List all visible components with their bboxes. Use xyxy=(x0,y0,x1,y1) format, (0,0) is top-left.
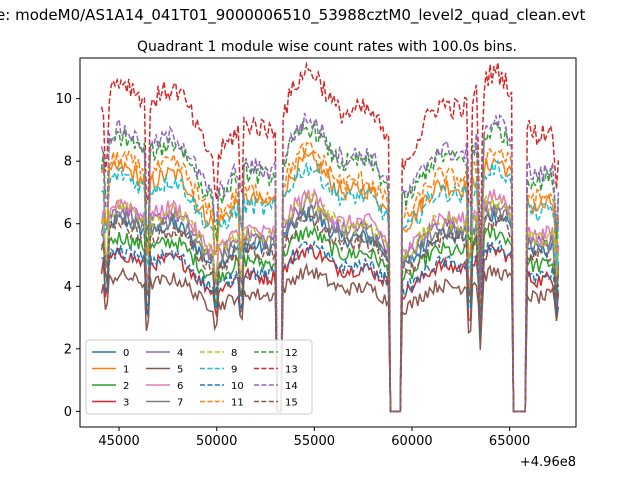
y-tick-label: 4 xyxy=(64,280,72,295)
series-group xyxy=(100,61,560,413)
x-tick-label: 65000 xyxy=(489,434,530,449)
legend-label: 14 xyxy=(285,381,298,392)
legend-label: 5 xyxy=(177,365,183,376)
y-tick-label: 6 xyxy=(64,217,72,232)
axes-frame xyxy=(79,57,577,428)
y-tick-label: 0 xyxy=(64,405,72,420)
legend-label: 10 xyxy=(231,381,244,392)
x-tick-label: 45000 xyxy=(98,434,139,449)
legend-label: 9 xyxy=(231,365,237,376)
series-line-15 xyxy=(100,213,560,413)
series-line-14 xyxy=(100,112,560,413)
suptitle-text: in file: modeM0/AS1A14_041T01_9000006510… xyxy=(0,6,586,24)
chart-title: Quadrant 1 module wise count rates with … xyxy=(137,39,517,55)
series-line-5 xyxy=(100,262,560,413)
legend-label: 2 xyxy=(123,381,129,392)
legend-label: 8 xyxy=(231,348,237,359)
x-tick-label: 60000 xyxy=(391,434,432,449)
legend-label: 3 xyxy=(123,398,129,409)
legend-label: 13 xyxy=(285,365,298,376)
series-line-3 xyxy=(100,243,560,413)
legend-label: 12 xyxy=(285,348,298,359)
x-offset-label: +4.96e8 xyxy=(520,455,576,470)
legend-label: 1 xyxy=(123,365,129,376)
legend-box xyxy=(85,339,313,415)
x-tick-label: 55000 xyxy=(294,434,335,449)
y-tick-label: 2 xyxy=(64,342,72,357)
series-line-13 xyxy=(100,61,560,413)
y-tick-label: 10 xyxy=(55,92,72,107)
legend-label: 11 xyxy=(231,398,244,409)
figure-suptitle: in file: modeM0/AS1A14_041T01_9000006510… xyxy=(0,6,640,28)
legend-label: 4 xyxy=(177,348,183,359)
series-line-10 xyxy=(101,239,560,413)
y-tick-label: 8 xyxy=(64,155,72,170)
x-tick-label: 50000 xyxy=(196,434,237,449)
legend-label: 7 xyxy=(177,398,183,409)
legend-label: 15 xyxy=(285,398,298,409)
legend-label: 6 xyxy=(177,381,183,392)
legend-label: 0 xyxy=(123,348,129,359)
